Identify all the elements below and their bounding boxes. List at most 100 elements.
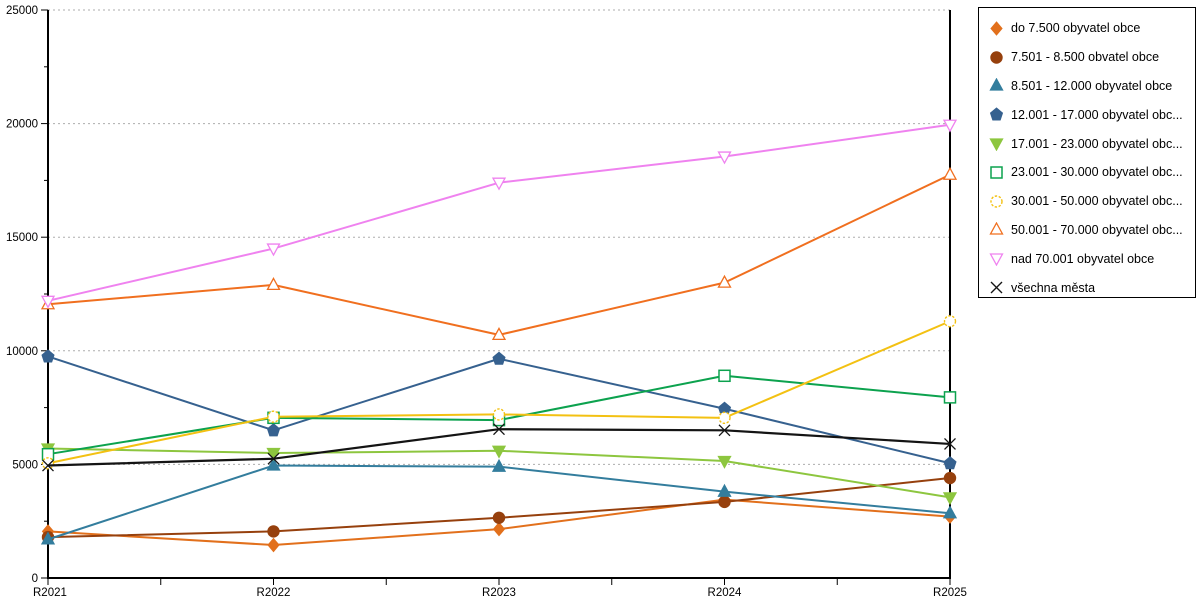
x-axis-label: R2023 [482,587,516,599]
pentagon-icon [989,107,1004,121]
data-point-marker [41,457,55,470]
data-point-marker [718,424,731,437]
legend-item-7: 50.001 - 70.000 obyvatel obc... [979,216,1195,245]
legend-label: nad 70.001 obyvatel obce [1011,251,1155,266]
legend-item-6: 30.001 - 50.000 obyvatel obc... [979,187,1195,216]
legend-item-3: 12.001 - 17.000 obyvatel obc... [979,100,1195,129]
data-point-marker [491,445,507,459]
data-point-marker [718,369,731,383]
legend-label: všechna města [1011,280,1096,295]
data-point-marker [989,138,1004,152]
legend-label: 8.501 - 12.000 obyvatel obce [1011,78,1173,93]
triangle-down-icon [989,253,1004,267]
series-7 [40,166,958,341]
data-point-marker [491,327,507,341]
data-point-marker [267,525,280,538]
y-axis-label: 25000 [6,5,38,17]
data-point-marker [267,410,280,423]
x-axis-label: R2022 [257,587,291,599]
data-point-marker [492,521,506,537]
diamond-icon [990,21,1003,36]
data-point-marker [990,21,1003,36]
data-point-marker [942,505,958,519]
legend-item-9: všechna města [979,273,1195,302]
triangle-up-icon [989,222,1004,236]
legend-item-1: 7.501 - 8.500 obvatel obce [979,43,1195,72]
data-point-marker [492,408,506,421]
legend-label: 17.001 - 23.000 obyvatel obc... [1011,136,1183,151]
x-axis-label: R2021 [33,587,67,599]
data-point-marker [942,492,958,506]
data-point-marker [717,483,732,497]
x-axis-label: R2025 [933,587,967,599]
data-point-marker [990,50,1003,64]
data-point-marker [943,456,957,470]
legend-label: 23.001 - 30.000 obyvatel obc... [1011,165,1183,180]
data-point-marker [40,531,56,545]
data-point-marker [492,511,506,524]
data-point-marker [40,295,56,309]
y-axis-label: 10000 [6,346,38,358]
square-icon [990,166,1003,179]
legend-label: 12.001 - 17.000 obyvatel obc... [1011,107,1183,122]
series-3 [41,349,957,470]
series-line [47,123,951,302]
legend-item-8: nad 70.001 obyvatel obce [979,244,1195,273]
data-point-marker [942,119,958,133]
legend-label: do 7.500 obyvatel obce [1011,21,1141,36]
triangle-up-icon [989,78,1004,92]
data-point-marker [942,166,958,180]
data-point-marker [943,471,957,485]
data-point-marker [266,457,281,471]
data-point-marker [717,455,732,469]
data-point-marker [989,107,1004,121]
data-point-marker [267,537,280,553]
data-point-marker [717,151,732,165]
legend-label: 30.001 - 50.000 obyvatel obc... [1011,194,1183,209]
series-2 [40,457,958,545]
y-axis-label: 0 [32,573,38,585]
data-point-marker [491,458,507,472]
data-point-marker [267,452,280,465]
data-point-marker [989,222,1004,236]
legend-item-0: do 7.500 obyvatel obce [979,14,1195,43]
circle-icon [990,194,1003,208]
data-point-marker [990,281,1003,294]
data-point-marker [717,274,732,288]
data-point-marker [492,351,506,365]
data-point-marker [266,243,281,257]
legend-label: 7.501 - 8.500 obvatel obce [1011,50,1160,65]
y-axis-label: 5000 [12,459,38,471]
series-9 [42,423,956,472]
legend-item-4: 17.001 - 23.000 obyvatel obc... [979,129,1195,158]
data-point-marker [266,423,281,437]
data-point-marker [266,277,281,291]
series-6 [41,315,957,470]
data-point-marker [493,423,505,436]
data-point-marker [266,447,281,461]
data-point-marker [989,78,1004,92]
series-4 [40,443,958,506]
data-point-marker [42,459,54,472]
data-point-marker [943,315,957,328]
x-cross-icon [990,281,1003,294]
series-1 [41,471,957,544]
y-axis-label: 15000 [6,232,38,244]
data-point-marker [943,391,957,404]
data-point-marker [944,437,956,450]
data-point-marker [989,253,1004,267]
circle-icon [990,50,1003,64]
data-point-marker [718,495,731,509]
y-axis-label: 20000 [6,119,38,131]
x-axis-label: R2024 [708,587,742,599]
series-8 [40,119,958,309]
legend-item-2: 8.501 - 12.000 obyvatel obce [979,72,1195,101]
series-line [47,320,951,465]
data-point-marker [41,349,55,363]
data-point-marker [990,166,1003,179]
legend-item-5: 23.001 - 30.000 obyvatel obc... [979,158,1195,187]
triangle-down-icon [989,138,1004,152]
legend-label: 50.001 - 70.000 obyvatel obc... [1011,222,1183,237]
